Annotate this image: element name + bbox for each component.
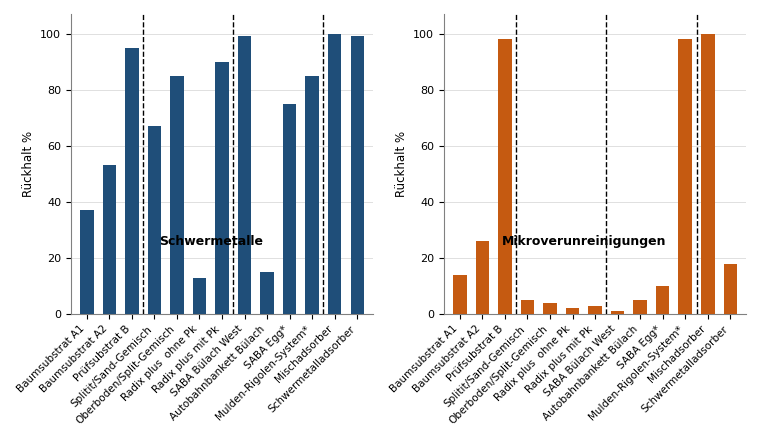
Bar: [328, 33, 341, 314]
Text: Mikroverunreinigungen: Mikroverunreinigungen: [502, 235, 666, 248]
Bar: [238, 37, 252, 314]
Bar: [611, 311, 625, 314]
Bar: [724, 264, 737, 314]
Bar: [588, 306, 602, 314]
Bar: [498, 39, 511, 314]
Bar: [80, 210, 93, 314]
Bar: [215, 62, 229, 314]
Bar: [170, 76, 184, 314]
Bar: [125, 48, 138, 314]
Bar: [453, 275, 467, 314]
Bar: [306, 76, 319, 314]
Bar: [103, 165, 116, 314]
Bar: [521, 300, 534, 314]
Bar: [565, 308, 579, 314]
Bar: [543, 303, 557, 314]
Y-axis label: Rückhalt %: Rückhalt %: [394, 131, 408, 197]
Bar: [261, 272, 274, 314]
Bar: [701, 33, 714, 314]
Bar: [633, 300, 647, 314]
Text: Schwermetalle: Schwermetalle: [159, 235, 263, 248]
Bar: [350, 37, 364, 314]
Bar: [679, 39, 692, 314]
Bar: [476, 241, 489, 314]
Y-axis label: Rückhalt %: Rückhalt %: [22, 131, 35, 197]
Bar: [656, 286, 670, 314]
Bar: [283, 104, 296, 314]
Bar: [147, 126, 161, 314]
Bar: [193, 278, 206, 314]
